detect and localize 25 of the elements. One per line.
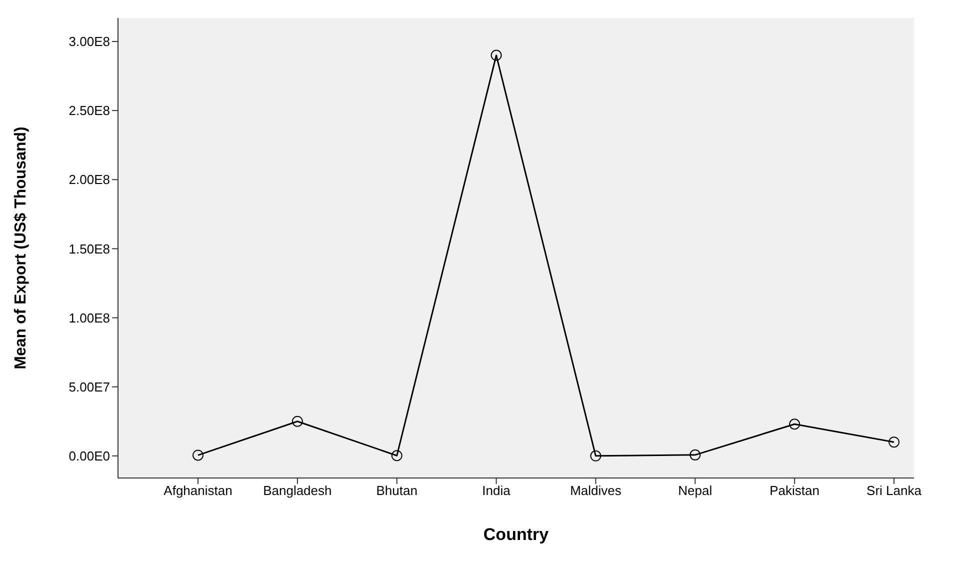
x-tick-label: Bhutan [376, 483, 418, 498]
point [192, 450, 204, 461]
x-tick-label: Bangladesh [263, 483, 332, 498]
x-tick-label: Sri Lanka [866, 483, 922, 498]
y-tick-label: 1.00E8 [68, 310, 110, 326]
y-tick-label: 5.00E7 [68, 379, 110, 394]
point [490, 50, 502, 61]
point [690, 449, 701, 460]
x-axis-title: Country [483, 525, 550, 544]
y-tick-label: 2.00E8 [68, 172, 110, 188]
point [888, 436, 900, 448]
point [789, 418, 800, 430]
x-tick-label: Pakistan [770, 483, 820, 498]
x-tick-label: Maldives [570, 483, 622, 498]
x-tick-label: Nepal [678, 483, 712, 498]
y-tick-label: 1.50E8 [68, 241, 110, 256]
y-tick-label: 0.00E0 [68, 448, 110, 464]
y-tick-label: 3.00E8 [68, 34, 110, 50]
point [391, 450, 402, 462]
y-tick-label: 2.50E8 [68, 103, 110, 118]
y-axis-title: Mean of Export (US$ Thousand) [12, 126, 30, 370]
x-tick-label: India [482, 483, 512, 498]
point [590, 450, 602, 462]
x-tick-label: Afghanistan [164, 483, 232, 498]
point [292, 416, 303, 427]
